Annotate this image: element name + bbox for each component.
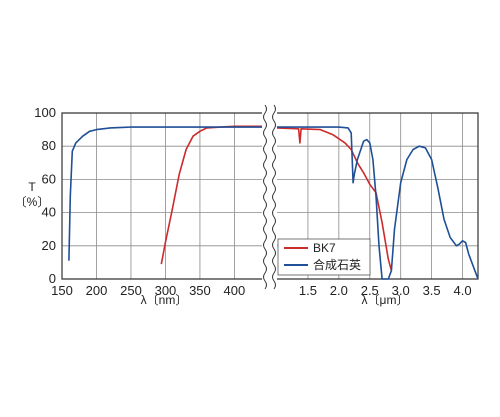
x-tick-label: 2.0 bbox=[330, 283, 348, 298]
series-fused-silica-right bbox=[277, 126, 479, 280]
x-axis-label-left: λ〔nm〕 bbox=[141, 293, 188, 307]
grid-lines bbox=[61, 112, 478, 280]
y-tick-label: 80 bbox=[42, 138, 56, 153]
frame-left bbox=[61, 112, 262, 280]
x-tick-label: 300 bbox=[155, 283, 177, 298]
y-tick-label: 60 bbox=[42, 171, 56, 186]
x-axis-label-right: λ〔μm〕 bbox=[362, 293, 409, 307]
series-lines bbox=[68, 125, 479, 280]
series-bk7-left bbox=[160, 125, 262, 265]
legend-label-fused-silica: 合成石英 bbox=[313, 257, 361, 272]
x-tick-label: 150 bbox=[51, 283, 73, 298]
y-axis-label: T bbox=[28, 180, 36, 194]
x-tick-label: 1.5 bbox=[299, 283, 317, 298]
x-tick-label: 250 bbox=[120, 283, 142, 298]
y-tick-label: 100 bbox=[34, 105, 56, 120]
x-tick-label: 3.5 bbox=[423, 283, 441, 298]
x-tick-label: 200 bbox=[86, 283, 108, 298]
legend-box bbox=[277, 238, 371, 276]
break-mark-left bbox=[263, 104, 267, 290]
y-tick-label: 0 bbox=[49, 271, 56, 286]
plot-frame bbox=[61, 112, 479, 280]
axis-break-marks bbox=[263, 104, 276, 290]
legend: BK7 合成石英 bbox=[277, 238, 371, 276]
x-tick-label: 3.0 bbox=[392, 283, 410, 298]
y-tick-label: 40 bbox=[42, 205, 56, 220]
x-tick-label: 2.5 bbox=[361, 283, 379, 298]
break-mark-right bbox=[272, 104, 276, 290]
y-tick-labels: 0 20 40 60 80 100 bbox=[34, 105, 56, 286]
series-fused-silica-left bbox=[68, 126, 262, 261]
x-tick-label: 400 bbox=[224, 283, 246, 298]
y-tick-label: 20 bbox=[42, 238, 56, 253]
legend-label-bk7: BK7 bbox=[313, 241, 336, 255]
x-tick-label: 4.0 bbox=[453, 283, 471, 298]
y-axis-unit: 〔%〕 bbox=[15, 195, 50, 209]
x-tick-label: 350 bbox=[189, 283, 211, 298]
frame-right bbox=[277, 112, 479, 280]
x-tick-labels: 150 200 250 300 350 400 1.5 2.0 2.5 3.0 3.5 4.0 bbox=[51, 283, 471, 298]
